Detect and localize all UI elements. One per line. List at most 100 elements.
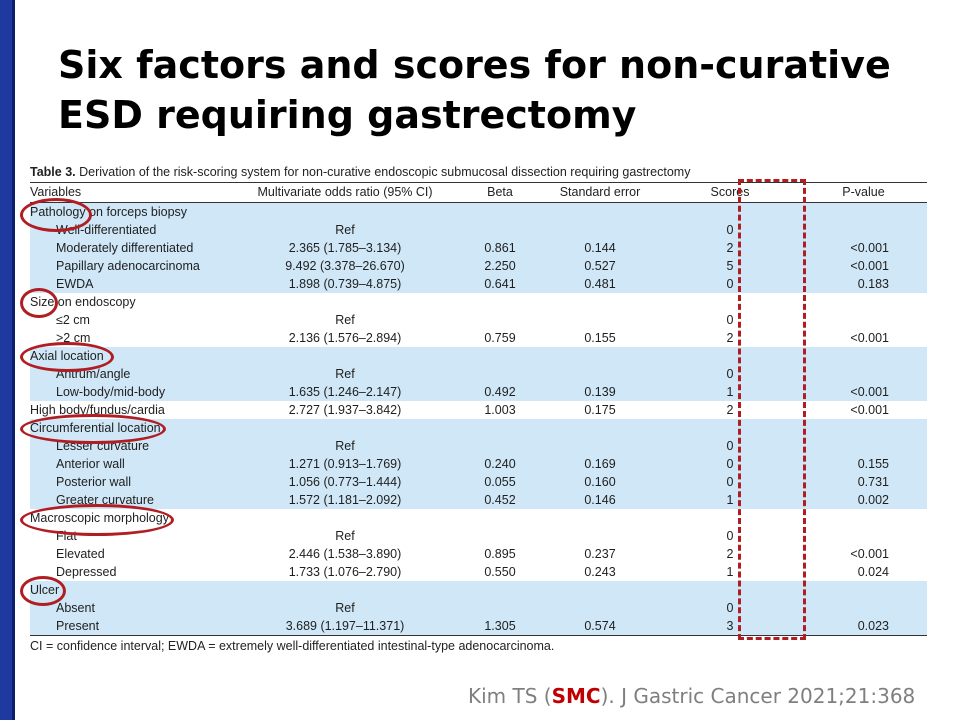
cell-score: 2 xyxy=(726,331,734,345)
cell-p-value: <0.001 xyxy=(850,331,889,345)
cell-p-value xyxy=(800,527,927,545)
cell-standard-error xyxy=(540,527,660,545)
cell-p-value: 0.155 xyxy=(800,455,927,473)
cell-standard-error xyxy=(540,581,660,599)
cell-beta xyxy=(460,293,540,311)
cell-beta xyxy=(460,221,540,239)
cell-standard-error xyxy=(540,437,660,455)
cell-score: 0 xyxy=(726,313,734,327)
cell-variable: Absent xyxy=(30,599,230,617)
highlight-circle-ulcer xyxy=(20,576,66,606)
cell-standard-error xyxy=(540,599,660,617)
cell-odds-ratio: 2.365 (1.785–3.134) xyxy=(230,239,460,257)
slide-left-accent-bar xyxy=(0,0,12,720)
table-caption-text: Derivation of the risk-scoring system fo… xyxy=(75,165,691,179)
cell-p-value xyxy=(800,599,927,617)
cell-standard-error xyxy=(540,221,660,239)
cell-standard-error: 0.169 xyxy=(540,455,660,473)
cell-standard-error: 0.481 xyxy=(540,275,660,293)
cell-score: 0 xyxy=(660,599,800,617)
cell-variable: Anterior wall xyxy=(30,455,230,473)
cell-p-value: 0.183 xyxy=(800,275,927,293)
cell-variable: Papillary adenocarcinoma xyxy=(30,257,230,275)
highlight-circle-size xyxy=(20,288,58,318)
cell-beta: 2.250 xyxy=(460,257,540,275)
cell-p-value xyxy=(800,347,927,365)
cell-p-value: <0.001 xyxy=(800,239,927,257)
cell-score xyxy=(660,202,800,221)
cell-odds-ratio xyxy=(230,202,460,221)
cell-odds-ratio: 1.572 (1.181–2.092) xyxy=(230,491,460,509)
cell-beta xyxy=(460,311,540,329)
table-caption: Table 3. Derivation of the risk-scoring … xyxy=(30,162,930,182)
cell-p-value xyxy=(800,365,927,383)
cell-p-value xyxy=(800,581,927,599)
cell-beta xyxy=(460,347,540,365)
cell-odds-ratio xyxy=(230,581,460,599)
cell-score: 2 xyxy=(726,403,734,417)
table-row: High body/fundus/cardia 2.727 (1.937–3.84… xyxy=(30,401,927,419)
slide-title-line-1: Six factors and scores for non-curative xyxy=(58,43,891,87)
cell-beta xyxy=(460,365,540,383)
cell-odds-ratio: Ref xyxy=(230,221,460,239)
cell-score: 1 xyxy=(660,383,800,401)
cell-p-value: <0.001 xyxy=(800,257,927,275)
cell-odds-ratio: 1.898 (0.739–4.875) xyxy=(230,275,460,293)
cell-variable: Moderately differentiated xyxy=(30,239,230,257)
cell-standard-error xyxy=(540,365,660,383)
cell-beta: 0.452 xyxy=(460,491,540,509)
cell-score: 0 xyxy=(660,221,800,239)
cell-beta xyxy=(460,599,540,617)
cell-variable: Depressed xyxy=(56,565,117,579)
cell-odds-ratio: 2.727 (1.937–3.842) xyxy=(288,403,402,417)
cell-p-value: <0.001 xyxy=(850,403,889,417)
cell-beta xyxy=(460,509,540,527)
header-p-value: P-value xyxy=(800,182,927,203)
cell-odds-ratio xyxy=(230,347,460,365)
citation-org: SMC xyxy=(551,684,601,708)
cell-p-value xyxy=(800,221,927,239)
cell-odds-ratio: Ref xyxy=(230,365,460,383)
slide-title-line-2: ESD requiring gastrectomy xyxy=(58,93,637,137)
cell-variable: High body/fundus/cardia xyxy=(30,403,165,417)
table-row: Moderately differentiated 2.365 (1.785–3.… xyxy=(30,239,927,257)
cell-standard-error xyxy=(540,202,660,221)
cell-score: 0 xyxy=(660,473,800,491)
header-standard-error: Standard error xyxy=(540,182,660,203)
cell-variable: Present xyxy=(30,617,230,636)
cell-beta xyxy=(460,202,540,221)
cell-beta: 0.240 xyxy=(460,455,540,473)
cell-score xyxy=(660,581,800,599)
table-row: ≤2 cm Ref 0 xyxy=(30,311,927,329)
cell-score: 2 xyxy=(726,547,734,561)
cell-score: 3 xyxy=(660,617,800,636)
cell-score: 0 xyxy=(660,275,800,293)
header-variables: Variables xyxy=(30,182,230,203)
cell-standard-error: 0.243 xyxy=(584,565,616,579)
table-footnote: CI = confidence interval; EWDA = extreme… xyxy=(30,639,555,653)
cell-standard-error xyxy=(540,419,660,437)
cell-variable: Posterior wall xyxy=(30,473,230,491)
cell-beta xyxy=(460,581,540,599)
highlight-circle-macroscopic-morphology xyxy=(20,504,174,536)
cell-odds-ratio: Ref xyxy=(335,313,355,327)
cell-beta: 0.759 xyxy=(484,331,516,345)
cell-odds-ratio: 2.446 (1.538–3.890) xyxy=(288,547,402,561)
header-odds-ratio: Multivariate odds ratio (95% CI) xyxy=(230,182,460,203)
cell-p-value: 0.023 xyxy=(800,617,927,636)
table-caption-label: Table 3. xyxy=(30,165,76,179)
cell-beta: 1.305 xyxy=(460,617,540,636)
cell-variable: ≤2 cm xyxy=(56,313,90,327)
cell-odds-ratio: Ref xyxy=(335,529,355,543)
cell-odds-ratio: 2.136 (1.576–2.894) xyxy=(288,331,402,345)
cell-standard-error: 0.527 xyxy=(540,257,660,275)
cell-beta: 0.895 xyxy=(484,547,516,561)
cell-score: 0 xyxy=(726,529,734,543)
cell-score: 5 xyxy=(660,257,800,275)
cell-beta: 0.055 xyxy=(460,473,540,491)
highlight-circle-circumferential-location xyxy=(20,414,166,444)
cell-beta xyxy=(460,527,540,545)
table-row: Posterior wall 1.056 (0.773–1.444) 0.055 0.… xyxy=(30,473,927,491)
scores-column-highlight-box xyxy=(738,179,806,640)
cell-odds-ratio: Ref xyxy=(230,437,460,455)
